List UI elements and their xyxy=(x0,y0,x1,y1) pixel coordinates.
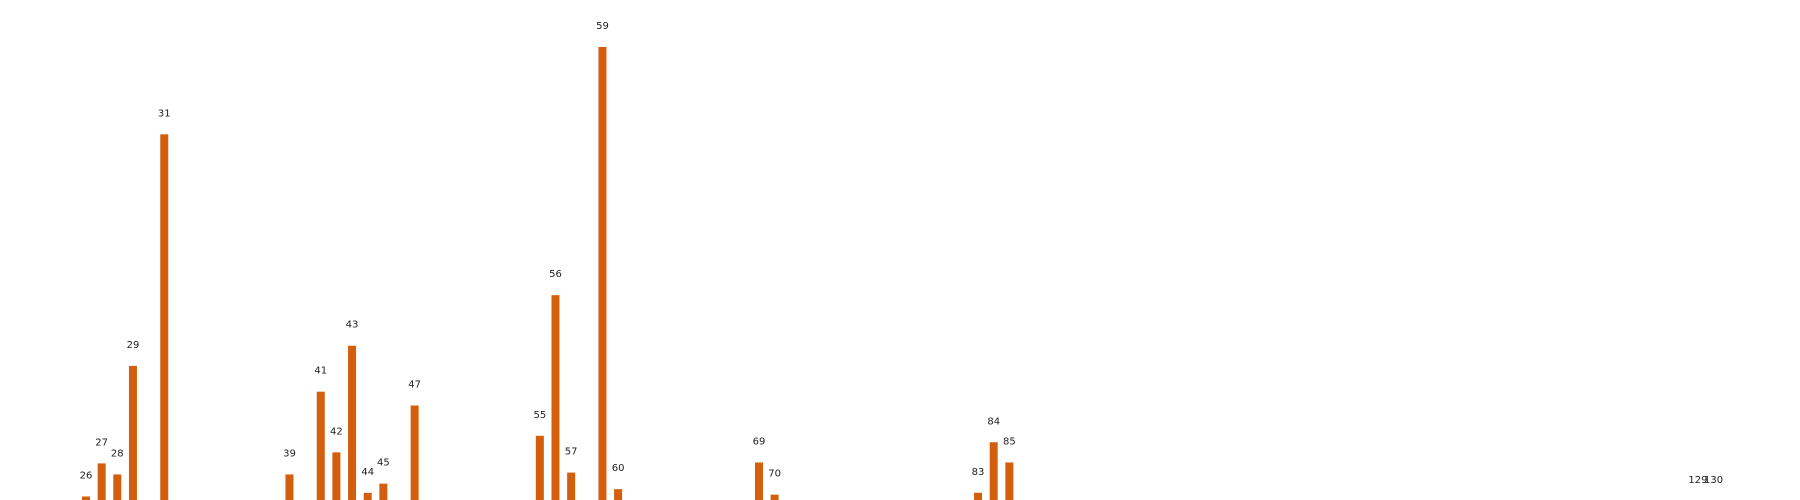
bar-label-41: 41 xyxy=(314,366,327,377)
bar-label-60: 60 xyxy=(612,463,625,474)
bar-label-69: 69 xyxy=(753,436,766,447)
bar-83 xyxy=(974,492,983,500)
bar-28 xyxy=(113,474,122,500)
bar-85 xyxy=(1005,462,1014,500)
bar-59 xyxy=(598,46,607,500)
bar-label-45: 45 xyxy=(377,458,390,469)
bar-69 xyxy=(754,462,763,500)
bar-55 xyxy=(535,435,544,500)
bar-label-47: 47 xyxy=(408,379,421,390)
bar-label-28: 28 xyxy=(111,448,124,459)
bar-84 xyxy=(989,442,998,500)
bar-60 xyxy=(614,489,623,500)
bar-47 xyxy=(410,405,419,500)
bar-29 xyxy=(128,365,137,500)
bar-31 xyxy=(160,134,169,500)
bar-26 xyxy=(82,496,90,500)
bar-27 xyxy=(97,463,106,500)
bar-label-27: 27 xyxy=(95,437,108,448)
bar-label-43: 43 xyxy=(346,320,359,331)
bar-label-39: 39 xyxy=(283,448,296,459)
bar-label-31: 31 xyxy=(158,108,171,119)
bar-57 xyxy=(567,472,576,500)
bar-label-44: 44 xyxy=(361,467,374,478)
bar-label-59: 59 xyxy=(596,21,609,32)
bar-label-57: 57 xyxy=(565,447,578,458)
bar-39 xyxy=(285,474,294,500)
bar-45 xyxy=(379,483,388,500)
bar-label-42: 42 xyxy=(330,426,343,437)
bar-70 xyxy=(770,494,779,500)
bar-44 xyxy=(363,492,372,500)
bar-label-83: 83 xyxy=(972,467,985,478)
bar-label-56: 56 xyxy=(549,269,562,280)
bar-42 xyxy=(332,452,341,500)
bar-label-84: 84 xyxy=(987,416,1000,427)
bar-label-129: 129 xyxy=(1688,475,1707,486)
bar-label-70: 70 xyxy=(768,469,781,480)
bar-label-29: 29 xyxy=(127,340,140,351)
bar-label-55: 55 xyxy=(533,410,546,421)
bar-label-26: 26 xyxy=(80,470,93,481)
bar-41 xyxy=(316,391,325,500)
bar-56 xyxy=(551,295,560,500)
bar-label-130: 130 xyxy=(1704,475,1723,486)
bar-label-85: 85 xyxy=(1003,436,1016,447)
bar-43 xyxy=(348,345,357,500)
